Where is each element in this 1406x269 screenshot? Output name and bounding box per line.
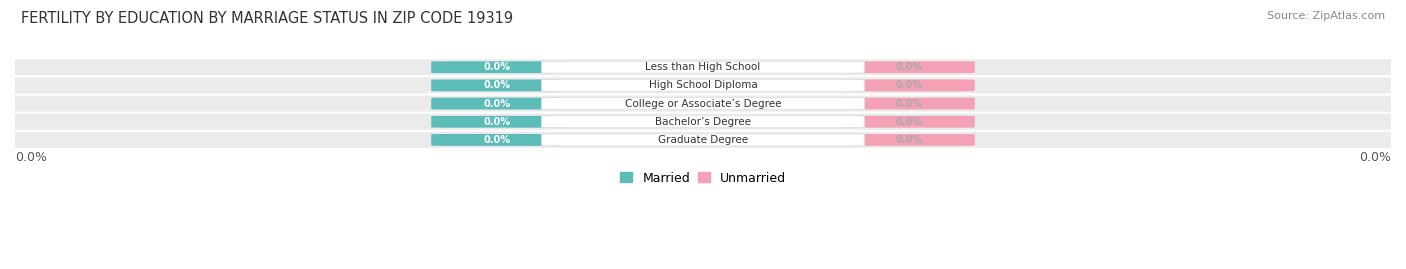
FancyBboxPatch shape — [844, 98, 974, 109]
FancyBboxPatch shape — [432, 79, 562, 91]
Text: FERTILITY BY EDUCATION BY MARRIAGE STATUS IN ZIP CODE 19319: FERTILITY BY EDUCATION BY MARRIAGE STATU… — [21, 11, 513, 26]
FancyBboxPatch shape — [541, 98, 865, 109]
FancyBboxPatch shape — [432, 61, 562, 73]
Text: Bachelor’s Degree: Bachelor’s Degree — [655, 117, 751, 127]
FancyBboxPatch shape — [15, 95, 1391, 112]
Text: 0.0%: 0.0% — [896, 117, 922, 127]
FancyBboxPatch shape — [15, 59, 1391, 75]
Text: 0.0%: 0.0% — [896, 135, 922, 145]
FancyBboxPatch shape — [844, 134, 974, 146]
FancyBboxPatch shape — [432, 116, 562, 128]
Text: College or Associate’s Degree: College or Associate’s Degree — [624, 98, 782, 109]
Text: 0.0%: 0.0% — [15, 151, 46, 164]
FancyBboxPatch shape — [432, 134, 562, 146]
FancyBboxPatch shape — [15, 132, 1391, 148]
FancyBboxPatch shape — [432, 98, 562, 109]
Text: 0.0%: 0.0% — [1360, 151, 1391, 164]
Text: Source: ZipAtlas.com: Source: ZipAtlas.com — [1267, 11, 1385, 21]
FancyBboxPatch shape — [541, 134, 865, 146]
FancyBboxPatch shape — [541, 61, 865, 73]
Text: 0.0%: 0.0% — [484, 117, 510, 127]
FancyBboxPatch shape — [15, 77, 1391, 93]
Text: 0.0%: 0.0% — [484, 80, 510, 90]
Text: 0.0%: 0.0% — [896, 98, 922, 109]
Text: 0.0%: 0.0% — [484, 135, 510, 145]
FancyBboxPatch shape — [541, 79, 865, 91]
Text: Graduate Degree: Graduate Degree — [658, 135, 748, 145]
FancyBboxPatch shape — [844, 116, 974, 128]
Text: 0.0%: 0.0% — [484, 62, 510, 72]
FancyBboxPatch shape — [15, 114, 1391, 130]
Text: 0.0%: 0.0% — [896, 62, 922, 72]
FancyBboxPatch shape — [844, 61, 974, 73]
FancyBboxPatch shape — [844, 79, 974, 91]
Text: 0.0%: 0.0% — [896, 80, 922, 90]
Legend: Married, Unmarried: Married, Unmarried — [617, 169, 789, 187]
Text: 0.0%: 0.0% — [484, 98, 510, 109]
Text: High School Diploma: High School Diploma — [648, 80, 758, 90]
Text: Less than High School: Less than High School — [645, 62, 761, 72]
FancyBboxPatch shape — [541, 116, 865, 128]
